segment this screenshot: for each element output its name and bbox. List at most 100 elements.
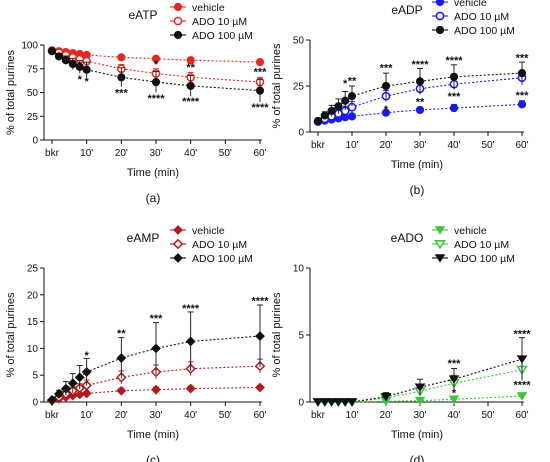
x-tick-label: 10' (80, 410, 93, 421)
data-point (415, 105, 425, 115)
x-tick-label: 20' (379, 410, 392, 421)
data-point (339, 398, 351, 407)
x-axis-label: Time (min) (127, 167, 179, 179)
legend-entry: ADO 10 µM (454, 239, 509, 251)
x-tick-label: 40' (447, 410, 460, 421)
data-point (151, 77, 161, 87)
data-point (449, 103, 459, 113)
data-point (415, 77, 425, 86)
x-axis-label: Time (min) (391, 159, 443, 171)
data-point (517, 69, 527, 78)
data-point (255, 382, 265, 393)
x-tick-label: 40' (184, 410, 197, 421)
x-tick-label: 20' (115, 148, 128, 159)
data-point (255, 86, 265, 95)
legend-entry: vehicle (192, 2, 225, 14)
y-tick-label: 25 (293, 82, 305, 93)
data-point (186, 81, 195, 90)
data-point (414, 396, 426, 406)
legend-marker (173, 2, 183, 12)
legend-entry: ADO 10 µM (192, 16, 247, 28)
data-point (117, 73, 126, 82)
significance-label: * (78, 74, 83, 86)
y-tick-label: 25 (27, 112, 39, 123)
y-tick-label: 0 (298, 398, 304, 409)
data-point (255, 58, 265, 67)
data-point (74, 372, 85, 383)
significance-label: **** (411, 59, 429, 71)
chart-title: eADP (391, 3, 422, 17)
data-point (116, 385, 127, 396)
data-point (346, 398, 358, 407)
data-point (47, 47, 57, 56)
significance-label: **** (513, 380, 531, 392)
data-point (117, 53, 126, 62)
data-point (320, 111, 329, 120)
significance-label: * (85, 76, 90, 88)
significance-label: *** (115, 88, 129, 100)
series-line (51, 365, 261, 401)
series-line (51, 49, 261, 63)
data-point (347, 112, 357, 121)
significance-label: **** (182, 96, 200, 108)
data-point (67, 378, 78, 389)
y-tick-label: 0 (298, 128, 304, 139)
x-tick-label: 60' (515, 140, 528, 151)
significance-label: ** (186, 62, 195, 74)
series-line (318, 358, 523, 403)
x-tick-label: 20' (115, 410, 128, 421)
legend-entry: ADO 100 µM (192, 253, 253, 265)
legend-marker (435, 25, 445, 35)
data-point (151, 54, 161, 63)
series-2 (313, 61, 527, 126)
legend-marker (435, 0, 445, 7)
significance-label: * (85, 350, 90, 362)
significance-label: *** (380, 63, 394, 75)
x-tick-label: bkr (45, 410, 60, 421)
data-point (380, 392, 392, 402)
x-tick-label: 60' (253, 148, 266, 159)
legend-marker (435, 11, 445, 21)
y-tick-label: 50 (27, 88, 39, 99)
chart-panel-d: 0 5 10 bkr 10' 20' 30' 40' 50' 60' Time (min) % of … (271, 225, 531, 462)
panel-label: (d) (410, 453, 425, 462)
x-tick-label: 50' (481, 410, 494, 421)
x-tick-label: 30' (413, 140, 426, 151)
y-tick-label: 100 (21, 41, 38, 52)
series-line (318, 369, 523, 403)
panel-label: (c) (146, 453, 160, 462)
legend-entry: vehicle (454, 0, 487, 9)
legend-entry: vehicle (454, 225, 487, 237)
legend-marker (173, 253, 183, 263)
data-point (313, 116, 323, 126)
data-point (116, 353, 127, 363)
data-point (381, 81, 391, 91)
data-point (185, 383, 196, 394)
significance-label: * (343, 78, 348, 90)
x-tick-label: 10' (345, 410, 358, 421)
significance-label: **** (147, 93, 165, 105)
panel-label: (b) (410, 183, 425, 197)
legend-entry: ADO 100 µM (454, 253, 515, 265)
y-axis-label: % of total purines (5, 292, 17, 377)
significance-label: **** (513, 329, 531, 341)
y-tick-label: 5 (32, 371, 38, 382)
x-tick-label: 50' (219, 148, 232, 159)
y-tick-label: 10 (293, 264, 305, 275)
y-tick-label: 25 (27, 264, 39, 275)
significance-label: * (384, 104, 389, 116)
y-tick-label: 0 (32, 136, 38, 147)
data-point (327, 106, 336, 115)
legend-marker (434, 226, 446, 235)
x-tick-label: bkr (311, 410, 326, 421)
x-tick-label: 30' (149, 410, 162, 421)
data-point (151, 384, 161, 395)
x-axis-label: Time (min) (127, 429, 179, 441)
data-point (516, 355, 528, 364)
data-point (68, 59, 77, 69)
legend-marker (434, 254, 446, 263)
data-point (517, 100, 527, 109)
x-tick-label: 30' (149, 148, 162, 159)
data-point (448, 395, 460, 405)
data-point (60, 383, 71, 394)
